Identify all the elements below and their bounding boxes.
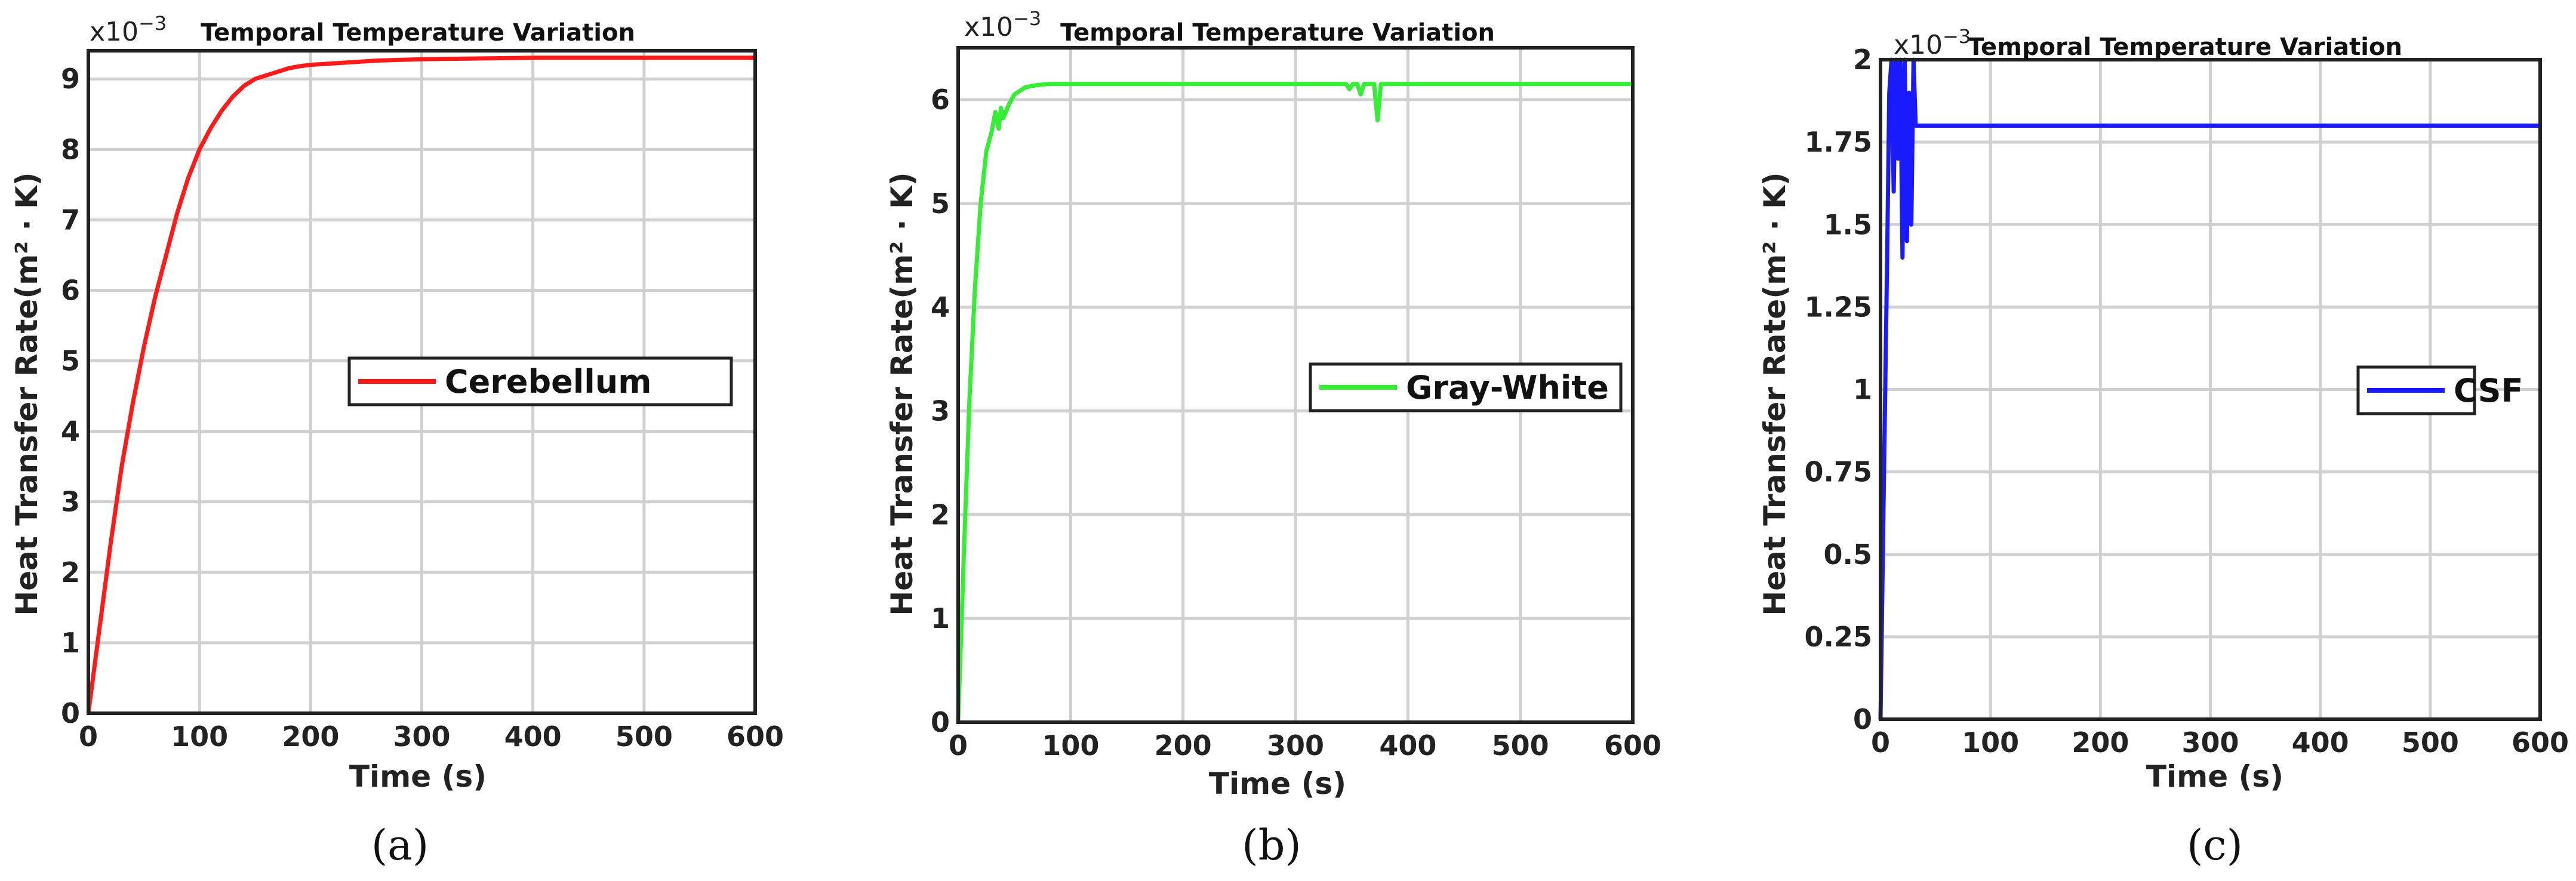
exponent-label: x10−3 <box>90 12 167 47</box>
y-tick-label: 2 <box>931 498 950 531</box>
x-tick-label: 100 <box>1042 729 1099 762</box>
y-tick-label: 5 <box>931 187 950 220</box>
chart-panel-c: 0 100 200 300 400 500 600 0 0.25 0.5 0.75 1 1.25 1.5 1… <box>1758 25 2569 870</box>
plot-area: 0 100 200 300 400 500 600 0 0.25 0.5 0.75 1 1.25 1.5 1… <box>1805 44 2569 759</box>
panel-caption: (a) <box>371 821 429 870</box>
y-tick-label: 0 <box>61 697 80 729</box>
panel-caption: (b) <box>1242 821 1301 870</box>
chart-panel-b: 0 100 200 300 400 500 600 0 1 2 3 4 5 6 Gray-White Tem… <box>885 7 1661 870</box>
y-tick-label: 6 <box>931 84 950 116</box>
x-axis-label: Time (s) <box>349 759 487 794</box>
legend-label: Cerebellum <box>445 363 652 401</box>
x-axis-label: Time (s) <box>2146 759 2283 794</box>
exponent-label: x10−3 <box>964 7 1041 42</box>
panel-caption: (c) <box>2187 821 2243 870</box>
chart-panel-a: 0 100 200 300 400 500 6000123456789Cerebellum … <box>10 12 784 870</box>
x-tick-label: 300 <box>1267 729 1324 762</box>
y-tick-label: 8 <box>61 133 80 165</box>
y-tick-label: 1.5 <box>1824 208 1873 241</box>
y-tick-label: 4 <box>61 415 80 448</box>
y-axis-label: Heat Transfer Rate(m² · K) <box>885 172 919 615</box>
y-tick-label: 3 <box>61 486 80 518</box>
y-axis-label: Heat Transfer Rate(m² · K) <box>1758 172 1792 615</box>
x-tick-label: 600 <box>727 720 784 753</box>
series-line <box>86 56 755 714</box>
y-tick-label: 9 <box>61 63 80 95</box>
x-tick-label: 600 <box>2512 726 2569 759</box>
y-tick-label: 0 <box>931 706 950 738</box>
series-line <box>956 82 1633 723</box>
chart-title: Temporal Temperature Variation <box>1968 33 2402 61</box>
plot-area: 0 100 200 300 400 500 600 0 1 2 3 4 5 6 7 8 9 Cerebellum <box>61 49 784 753</box>
y-tick-label: 2 <box>61 556 80 589</box>
x-tick-label: 200 <box>1155 729 1212 762</box>
y-tick-label: 2 <box>1853 44 1872 76</box>
x-tick-label: 0 <box>1871 726 1890 759</box>
y-tick-label: 1 <box>61 627 80 659</box>
exponent-label: x10−3 <box>1894 25 1971 60</box>
x-tick-label: 0 <box>949 729 968 762</box>
y-tick-label: 7 <box>61 204 80 236</box>
axes-frame <box>87 49 757 715</box>
plot-area: 0 100 200 300 400 500 600 0 1 2 3 4 5 6 Gray-White <box>931 46 1661 762</box>
legend-label: Gray-White <box>1406 369 1609 406</box>
series-line <box>1878 57 2540 720</box>
x-tick-label: 200 <box>2072 726 2129 759</box>
x-tick-label: 0 <box>79 720 98 753</box>
y-tick-label: 0.25 <box>1805 621 1873 653</box>
x-tick-label: 600 <box>1604 729 1661 762</box>
x-axis-label: Time (s) <box>1209 766 1346 801</box>
y-tick-label: 0.75 <box>1805 456 1873 488</box>
axes-frame <box>1879 58 2542 721</box>
y-tick-label: 4 <box>931 291 950 324</box>
x-tick-label: 400 <box>2292 726 2349 759</box>
axes-frame <box>956 46 1635 724</box>
x-tick-label: 400 <box>1379 729 1436 762</box>
y-tick-label: 1.25 <box>1805 291 1873 323</box>
y-tick-label: 6 <box>61 274 80 306</box>
y-tick-label: 0 <box>1853 703 1872 735</box>
x-tick-label: 500 <box>2402 726 2459 759</box>
y-tick-label: 1 <box>931 602 950 634</box>
y-tick-label: 5 <box>61 345 80 377</box>
chart-title: Temporal Temperature Variation <box>1060 19 1495 47</box>
x-tick-label: 500 <box>1492 729 1549 762</box>
x-tick-label: 200 <box>282 720 339 753</box>
y-tick-label: 1 <box>1853 374 1872 406</box>
y-tick-label: 3 <box>931 395 950 427</box>
y-tick-label: 1.75 <box>1805 126 1873 158</box>
x-tick-label: 500 <box>615 720 673 753</box>
x-tick-label: 100 <box>171 720 228 753</box>
chart-title: Temporal Temperature Variation <box>201 19 635 47</box>
x-tick-label: 100 <box>1962 726 2019 759</box>
legend-label: CSF <box>2454 372 2523 409</box>
x-tick-label: 300 <box>393 720 450 753</box>
y-axis-label: Heat Transfer Rate(m² · K) <box>10 172 44 615</box>
x-tick-label: 300 <box>2181 726 2239 759</box>
y-tick-label: 0.5 <box>1824 538 1873 571</box>
x-tick-label: 400 <box>504 720 562 753</box>
